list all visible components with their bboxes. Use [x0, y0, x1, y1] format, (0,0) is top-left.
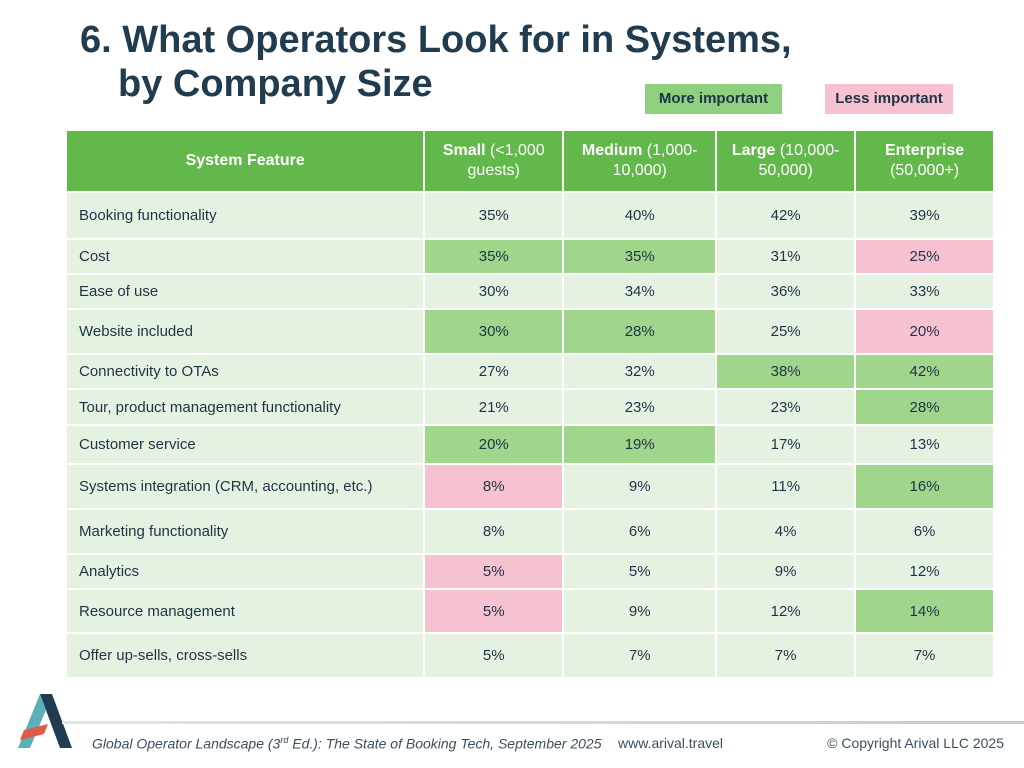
value-cell: 20%: [856, 310, 993, 353]
feature-name-cell: Systems integration (CRM, accounting, et…: [67, 465, 424, 508]
header-system-feature: System Feature: [67, 131, 424, 191]
table-row: Tour, product management functionality 21…: [67, 390, 993, 424]
feature-name-cell: Offer up-sells, cross-sells: [67, 634, 424, 677]
header-column-3: Large (10,000-50,000): [717, 131, 855, 191]
value-cell: 9%: [564, 465, 716, 508]
value-cell: 32%: [564, 355, 716, 388]
feature-name-cell: Booking functionality: [67, 193, 424, 238]
value-cell: 40%: [564, 193, 716, 238]
table-row: Connectivity to OTAs 27% 32% 38% 42%: [67, 355, 993, 388]
value-cell: 38%: [717, 355, 855, 388]
feature-table: System Feature Small (<1,000 guests) Mediu…: [65, 129, 995, 679]
header-label-range: (1,000-10,000): [612, 142, 698, 179]
value-cell: 31%: [717, 240, 855, 273]
value-cell: 39%: [856, 193, 993, 238]
value-cell: 7%: [856, 634, 993, 677]
table-row: Analytics 5% 5% 9% 12%: [67, 555, 993, 588]
feature-name-cell: Connectivity to OTAs: [67, 355, 424, 388]
value-cell: 34%: [564, 275, 716, 308]
header-label-bold: Enterprise: [884, 142, 965, 159]
feature-name-cell: Website included: [67, 310, 424, 353]
value-cell: 35%: [564, 240, 716, 273]
value-cell: 7%: [717, 634, 855, 677]
table-row: Resource management 5% 9% 12% 14%: [67, 590, 993, 632]
header-column-1: Small (<1,000 guests): [425, 131, 563, 191]
value-cell: 23%: [564, 390, 716, 424]
value-cell: 25%: [717, 310, 855, 353]
value-cell: 7%: [564, 634, 716, 677]
value-cell: 6%: [564, 510, 716, 553]
table-row: Offer up-sells, cross-sells 5% 7% 7% 7%: [67, 634, 993, 677]
value-cell: 35%: [425, 240, 563, 273]
page-title: 6. What Operators Look for in Systems, b…: [80, 18, 792, 106]
value-cell: 20%: [425, 426, 563, 463]
feature-name-cell: Ease of use: [67, 275, 424, 308]
header-label-range: (10,000-50,000): [758, 142, 840, 179]
feature-name-cell: Tour, product management functionality: [67, 390, 424, 424]
feature-name-cell: Marketing functionality: [67, 510, 424, 553]
value-cell: 28%: [856, 390, 993, 424]
value-cell: 8%: [425, 465, 563, 508]
value-cell: 16%: [856, 465, 993, 508]
value-cell: 9%: [717, 555, 855, 588]
value-cell: 28%: [564, 310, 716, 353]
value-cell: 35%: [425, 193, 563, 238]
footer-copyright: © Copyright Arival LLC 2025: [827, 735, 1004, 751]
table-row: Ease of use 30% 34% 36% 33%: [67, 275, 993, 308]
header-label-bold: Large: [731, 142, 776, 159]
header-column-2: Medium (1,000-10,000): [564, 131, 716, 191]
footer-citation: Global Operator Landscape (3rd Ed.): The…: [92, 735, 602, 752]
title-line-1: 6. What Operators Look for in Systems,: [80, 19, 792, 61]
value-cell: 27%: [425, 355, 563, 388]
value-cell: 12%: [856, 555, 993, 588]
value-cell: 5%: [425, 555, 563, 588]
value-cell: 4%: [717, 510, 855, 553]
value-cell: 9%: [564, 590, 716, 632]
value-cell: 6%: [856, 510, 993, 553]
feature-name-cell: Cost: [67, 240, 424, 273]
value-cell: 42%: [717, 193, 855, 238]
title-line-2: by Company Size: [118, 63, 433, 105]
value-cell: 5%: [425, 590, 563, 632]
value-cell: 36%: [717, 275, 855, 308]
value-cell: 30%: [425, 275, 563, 308]
value-cell: 12%: [717, 590, 855, 632]
table-row: Booking functionality 35% 40% 42% 39%: [67, 193, 993, 238]
value-cell: 17%: [717, 426, 855, 463]
value-cell: 30%: [425, 310, 563, 353]
value-cell: 25%: [856, 240, 993, 273]
table-row: Customer service 20% 19% 17% 13%: [67, 426, 993, 463]
header-label-range: (50,000+): [890, 162, 960, 179]
table-row: Marketing functionality 8% 6% 4% 6%: [67, 510, 993, 553]
arival-logo-icon: [18, 694, 72, 748]
value-cell: 19%: [564, 426, 716, 463]
feature-name-cell: Resource management: [67, 590, 424, 632]
value-cell: 5%: [564, 555, 716, 588]
header-label-range: (<1,000 guests): [467, 142, 545, 179]
table-row: Website included 30% 28% 25% 20%: [67, 310, 993, 353]
header-label-bold: Small: [442, 142, 486, 159]
value-cell: 23%: [717, 390, 855, 424]
header-column-4: Enterprise (50,000+): [856, 131, 993, 191]
value-cell: 5%: [425, 634, 563, 677]
header-label-bold: Medium: [581, 142, 643, 159]
value-cell: 11%: [717, 465, 855, 508]
legend-more-important: More important: [645, 84, 782, 114]
value-cell: 21%: [425, 390, 563, 424]
table-row: Systems integration (CRM, accounting, et…: [67, 465, 993, 508]
feature-name-cell: Analytics: [67, 555, 424, 588]
footer-url-link[interactable]: www.arival.travel: [618, 735, 724, 751]
value-cell: 8%: [425, 510, 563, 553]
value-cell: 42%: [856, 355, 993, 388]
feature-name-cell: Customer service: [67, 426, 424, 463]
value-cell: 33%: [856, 275, 993, 308]
value-cell: 13%: [856, 426, 993, 463]
header-label-bold: System Feature: [185, 152, 305, 169]
footer-divider: [62, 721, 1024, 724]
table-header-row: System Feature Small (<1,000 guests) Mediu…: [67, 131, 993, 191]
table-row: Cost 35% 35% 31% 25%: [67, 240, 993, 273]
table-body: Booking functionality 35% 40% 42% 39% Cost 35%…: [67, 193, 993, 677]
legend-less-important: Less important: [825, 84, 953, 114]
value-cell: 14%: [856, 590, 993, 632]
